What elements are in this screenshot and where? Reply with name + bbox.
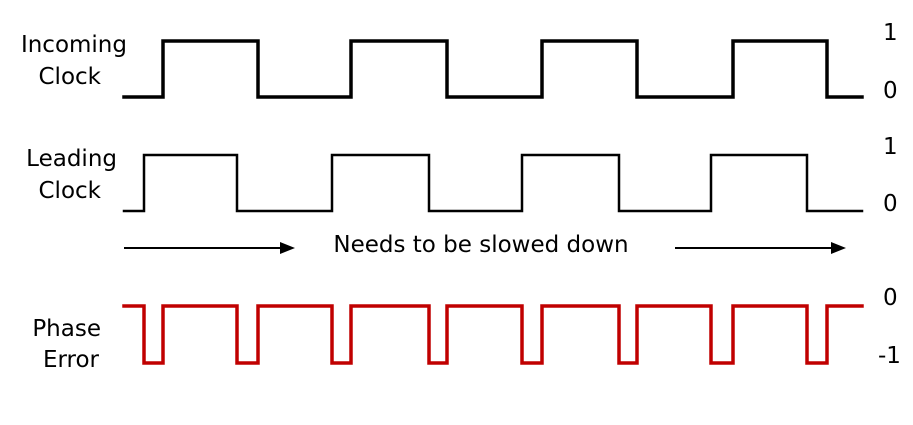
leading-clock-low-label: 0 <box>883 191 898 217</box>
phase-error-waveform <box>122 304 864 365</box>
phase-error-high-label: 0 <box>883 285 898 311</box>
leading-clock-high-label: 1 <box>883 134 898 160</box>
incoming-clock-group: Incoming Clock 1 0 <box>21 20 898 104</box>
slow-down-annotation: Needs to be slowed down <box>124 232 846 258</box>
leading-clock-group: Leading Clock 1 0 <box>26 134 897 217</box>
phase-error-group: Phase Error 0 -1 <box>32 285 901 373</box>
phase-error-low-label: -1 <box>878 343 901 369</box>
incoming-clock-low-label: 0 <box>883 78 898 104</box>
phase-error-label-line1: Phase <box>32 316 101 342</box>
leading-clock-label-line2: Clock <box>39 178 102 204</box>
incoming-clock-label-line1: Incoming <box>21 32 127 58</box>
leading-clock-waveform <box>122 153 864 213</box>
incoming-clock-label-line2: Clock <box>39 64 102 90</box>
incoming-clock-high-label: 1 <box>883 20 898 46</box>
slow-down-text: Needs to be slowed down <box>333 232 628 258</box>
leading-clock-label-line1: Leading <box>26 146 117 172</box>
phase-error-label-line2: Error <box>43 347 100 373</box>
right-arrow-head-icon <box>831 242 846 254</box>
left-arrow-head-icon <box>280 242 295 254</box>
incoming-clock-waveform <box>122 39 864 99</box>
